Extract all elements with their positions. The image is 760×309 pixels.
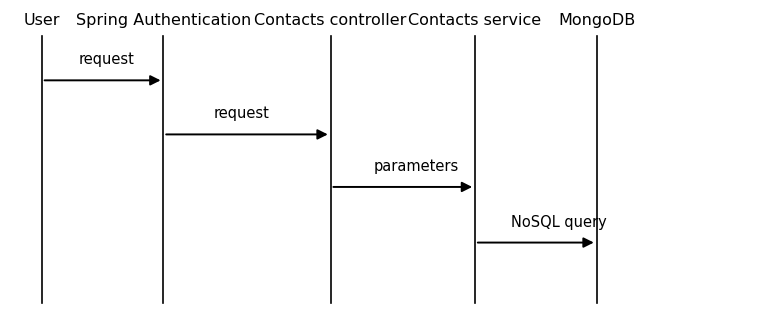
Text: NoSQL query: NoSQL query (511, 214, 607, 230)
Text: User: User (24, 13, 60, 28)
Text: MongoDB: MongoDB (558, 13, 635, 28)
Text: request: request (214, 106, 270, 121)
Text: Contacts service: Contacts service (408, 13, 542, 28)
Text: parameters: parameters (374, 159, 459, 174)
Text: Spring Authentication: Spring Authentication (76, 13, 251, 28)
Text: request: request (78, 52, 135, 67)
Text: Contacts controller: Contacts controller (255, 13, 407, 28)
